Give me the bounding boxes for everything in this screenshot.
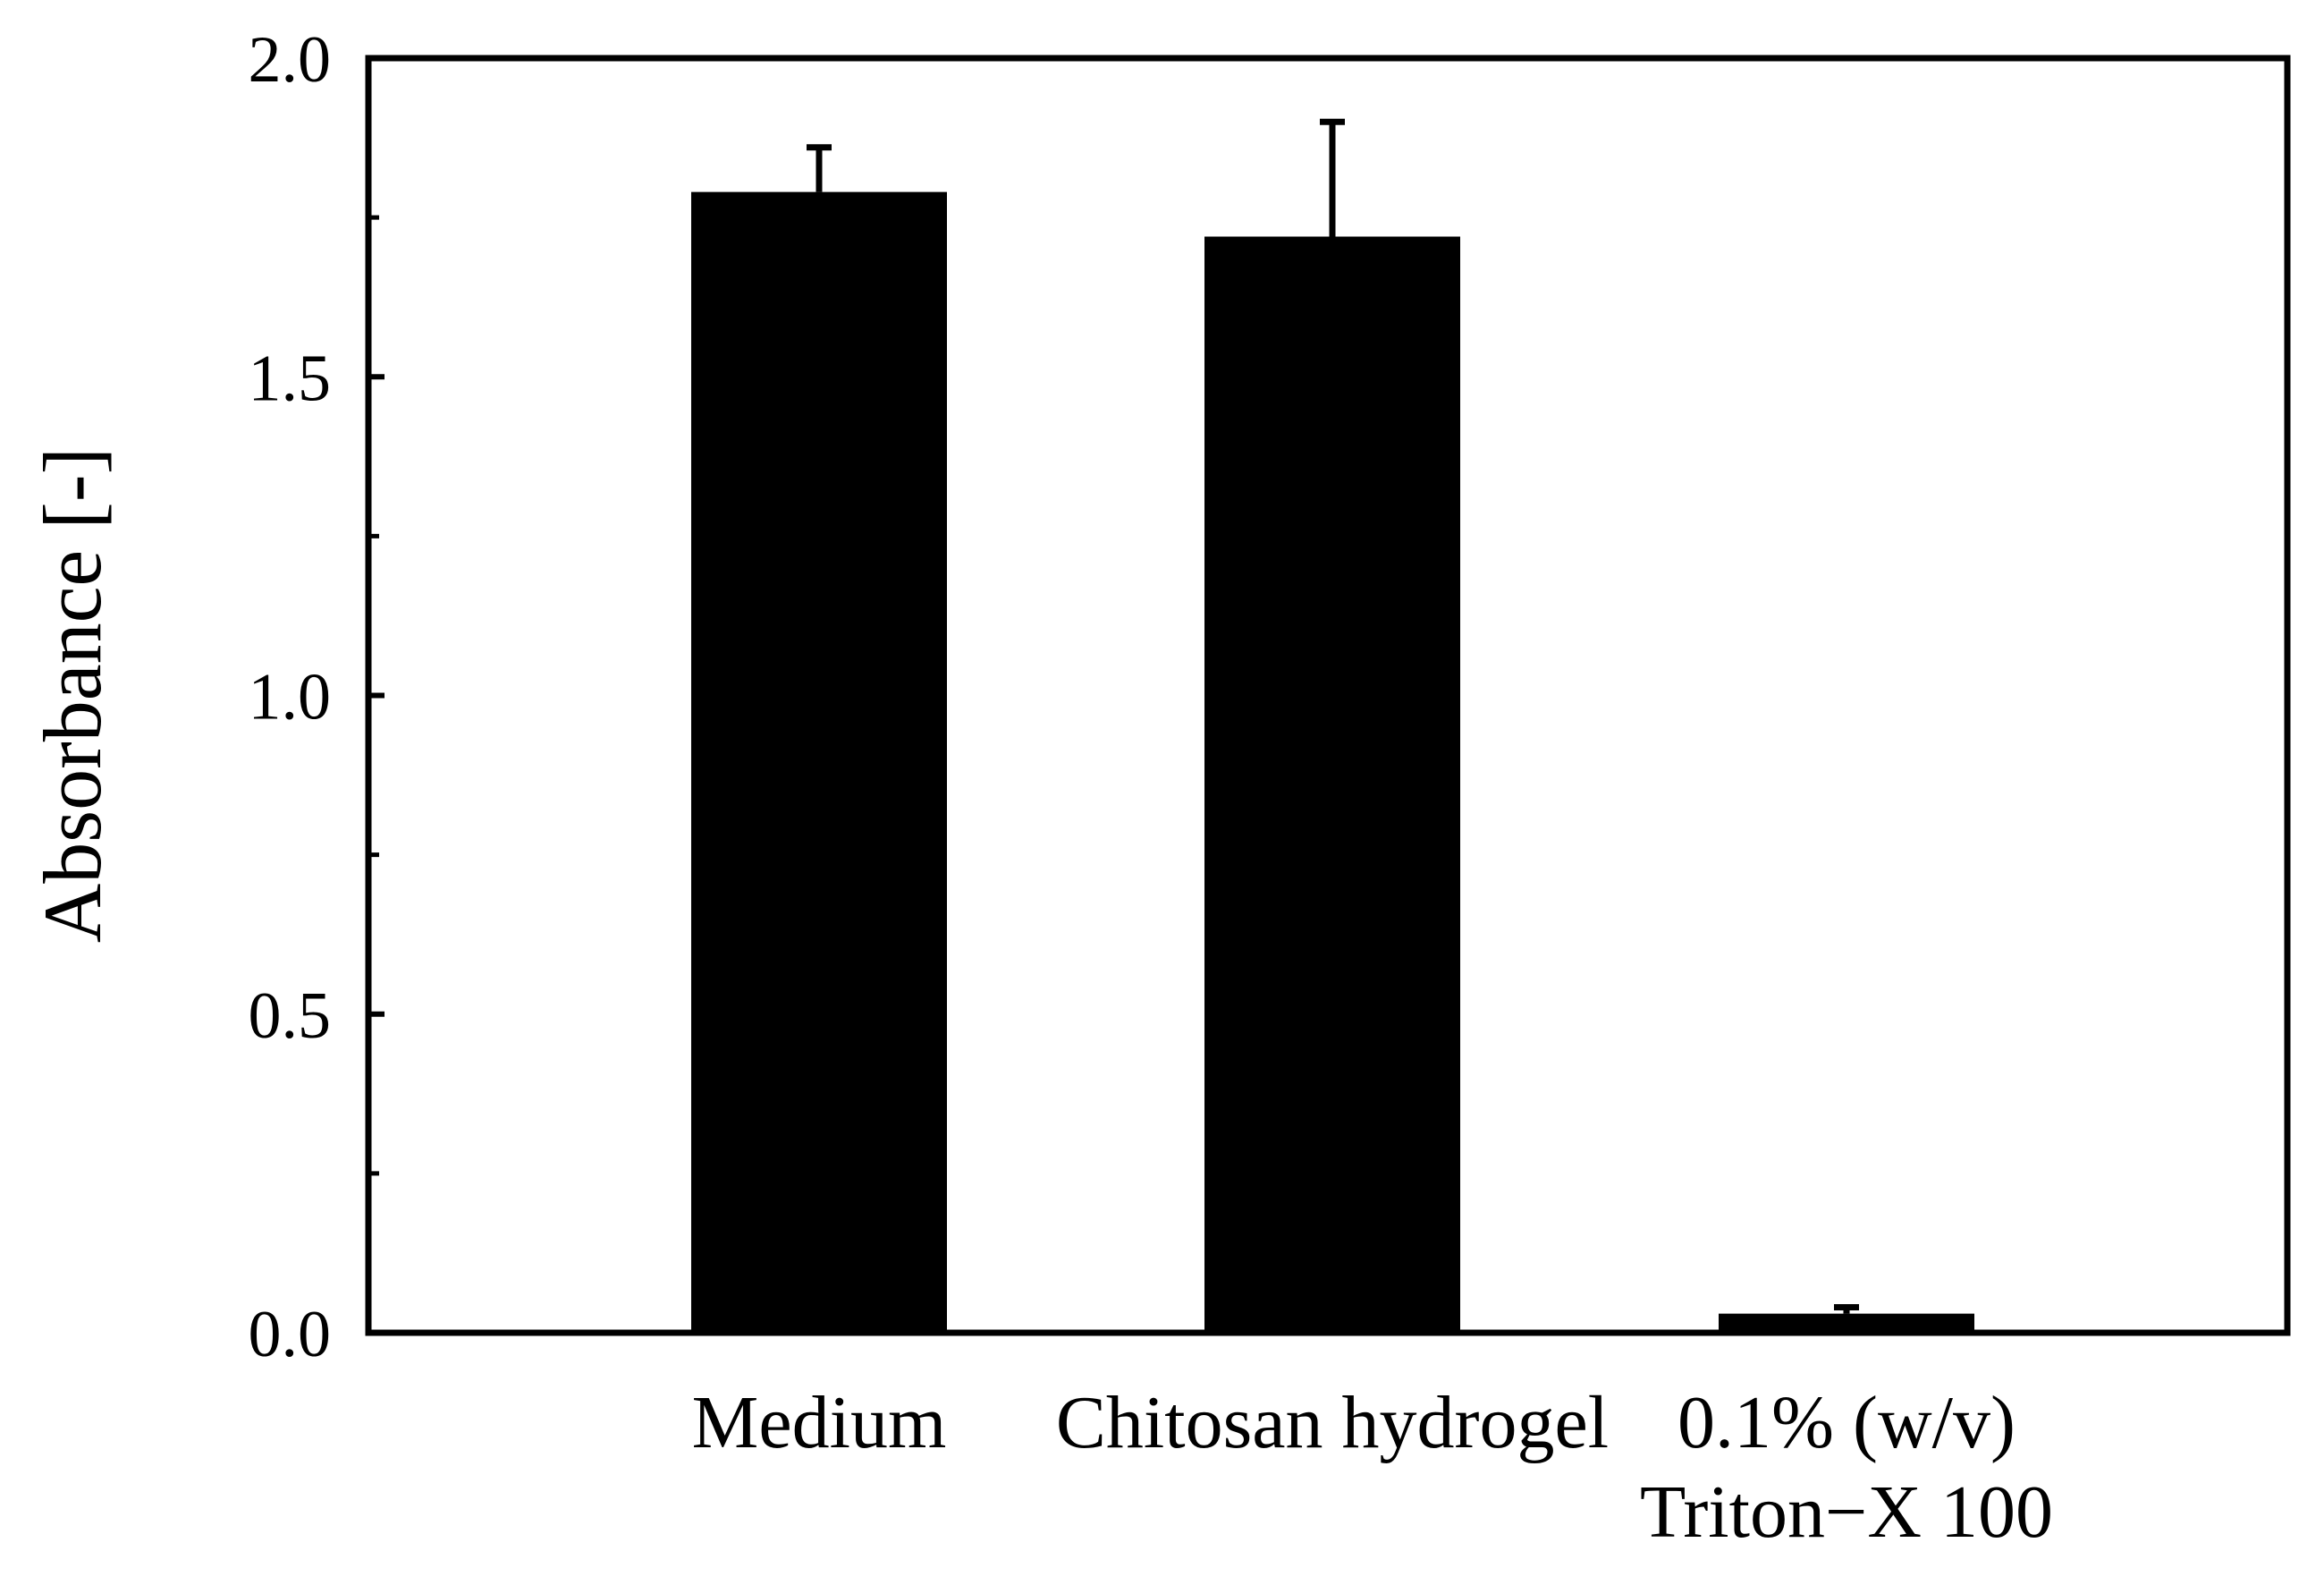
bar	[691, 191, 947, 1333]
bar	[1719, 1313, 1974, 1333]
y-tick-label: 2.0	[249, 23, 332, 97]
x-category-label: Triton−X 100	[1640, 1471, 2053, 1554]
y-tick-label: 1.5	[249, 342, 332, 415]
x-category-labels: Medium Chitosan hydrogel 0.1% (w/v)Triton−…	[692, 1381, 2053, 1554]
x-category-label: Medium	[692, 1381, 947, 1464]
bar	[1204, 236, 1460, 1333]
plot-frame	[365, 55, 2291, 1336]
x-category-label: Chitosan hydrogel	[1056, 1381, 1609, 1464]
y-tick-label: 0.5	[249, 979, 332, 1053]
y-axis-title: Absorbance [-]	[27, 447, 118, 943]
x-category-label: 0.1% (w/v)	[1678, 1381, 2016, 1464]
error-bars	[807, 118, 1859, 1314]
bars	[691, 191, 1974, 1333]
y-tick-label: 0.0	[249, 1298, 332, 1371]
y-tick-labels: 0.0 0.5 1.0 1.5 2.0	[249, 23, 332, 1371]
y-tick-label: 1.0	[249, 661, 332, 734]
